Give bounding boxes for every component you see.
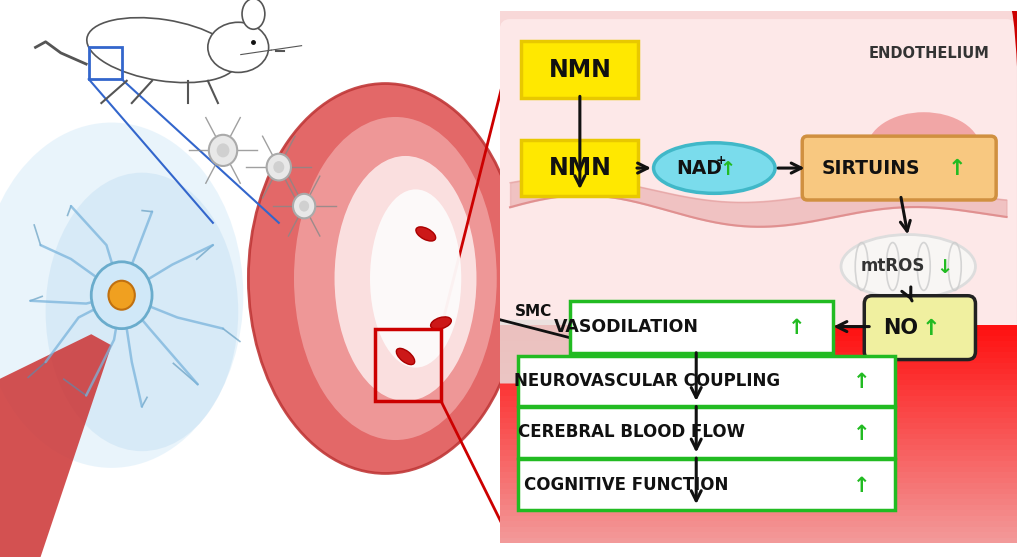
- Ellipse shape: [87, 18, 238, 82]
- FancyBboxPatch shape: [864, 296, 976, 360]
- Bar: [500, 510, 1017, 516]
- Bar: [500, 385, 1017, 390]
- Bar: [500, 521, 1017, 527]
- Bar: [500, 461, 1017, 467]
- Bar: [500, 516, 1017, 521]
- Bar: [500, 456, 1017, 461]
- Ellipse shape: [294, 117, 497, 440]
- Polygon shape: [500, 320, 644, 383]
- Bar: [500, 532, 1017, 538]
- Bar: [500, 336, 1017, 341]
- Bar: [500, 478, 1017, 483]
- Ellipse shape: [46, 173, 239, 451]
- Bar: [500, 451, 1017, 456]
- Bar: [500, 494, 1017, 500]
- Ellipse shape: [416, 227, 435, 241]
- Text: NO: NO: [883, 317, 918, 338]
- Ellipse shape: [208, 22, 268, 72]
- Bar: [500, 488, 1017, 494]
- FancyBboxPatch shape: [521, 41, 638, 98]
- Text: SIRTUINS: SIRTUINS: [821, 159, 921, 178]
- Bar: [500, 527, 1017, 532]
- Bar: [500, 418, 1017, 423]
- Text: ↑: ↑: [719, 160, 735, 179]
- FancyBboxPatch shape: [518, 459, 895, 510]
- Bar: [500, 407, 1017, 412]
- Bar: [500, 538, 1017, 543]
- FancyBboxPatch shape: [484, 0, 1024, 557]
- Ellipse shape: [242, 0, 265, 30]
- Circle shape: [91, 262, 152, 329]
- FancyBboxPatch shape: [802, 136, 996, 200]
- Text: mtROS: mtROS: [860, 257, 925, 276]
- Circle shape: [299, 201, 309, 212]
- Bar: [500, 358, 1017, 363]
- Circle shape: [109, 281, 135, 310]
- FancyBboxPatch shape: [521, 140, 638, 196]
- Ellipse shape: [370, 189, 461, 368]
- Ellipse shape: [431, 317, 452, 329]
- Bar: [500, 505, 1017, 510]
- Bar: [500, 347, 1017, 352]
- Bar: [500, 396, 1017, 401]
- Bar: [500, 412, 1017, 418]
- Text: ↑: ↑: [948, 159, 967, 179]
- Bar: [500, 423, 1017, 428]
- Bar: [500, 379, 1017, 385]
- Ellipse shape: [653, 143, 775, 193]
- Text: NEUROVASCULAR COUPLING: NEUROVASCULAR COUPLING: [514, 372, 780, 390]
- Circle shape: [273, 161, 285, 173]
- Ellipse shape: [249, 84, 522, 473]
- FancyBboxPatch shape: [518, 407, 895, 458]
- Text: NMN: NMN: [549, 156, 611, 180]
- Ellipse shape: [841, 234, 976, 299]
- Bar: [500, 330, 1017, 336]
- Bar: [500, 390, 1017, 396]
- Text: ↑: ↑: [788, 318, 806, 338]
- Bar: [500, 352, 1017, 358]
- Text: +: +: [715, 154, 726, 167]
- Bar: [500, 483, 1017, 488]
- Text: ↓: ↓: [936, 258, 952, 277]
- Text: COGNITIVE FUNCTION: COGNITIVE FUNCTION: [524, 476, 729, 494]
- Bar: [500, 434, 1017, 439]
- Text: SMC: SMC: [515, 304, 552, 319]
- FancyBboxPatch shape: [500, 19, 1017, 341]
- Text: VASODILATION: VASODILATION: [554, 317, 699, 335]
- Bar: [500, 500, 1017, 505]
- Circle shape: [217, 143, 229, 158]
- Text: ↑: ↑: [853, 476, 870, 496]
- Bar: [500, 401, 1017, 407]
- Bar: [500, 341, 1017, 347]
- Ellipse shape: [335, 156, 476, 401]
- FancyBboxPatch shape: [569, 301, 834, 353]
- Bar: [500, 325, 1017, 330]
- Text: ENDOTHELIUM: ENDOTHELIUM: [868, 46, 989, 61]
- Text: ↑: ↑: [923, 319, 941, 339]
- Text: CEREBRAL BLOOD FLOW: CEREBRAL BLOOD FLOW: [518, 423, 745, 442]
- Bar: [500, 428, 1017, 434]
- Circle shape: [293, 194, 315, 218]
- Circle shape: [209, 135, 238, 166]
- Ellipse shape: [0, 123, 244, 468]
- Bar: [500, 445, 1017, 451]
- Text: ↑: ↑: [853, 373, 870, 393]
- Bar: [500, 369, 1017, 374]
- Polygon shape: [0, 334, 112, 557]
- Ellipse shape: [396, 348, 415, 365]
- Circle shape: [266, 154, 291, 180]
- Bar: [500, 374, 1017, 379]
- Ellipse shape: [867, 112, 981, 187]
- Bar: [500, 467, 1017, 472]
- FancyBboxPatch shape: [518, 356, 895, 407]
- Text: NAD: NAD: [676, 159, 722, 178]
- Bar: [500, 439, 1017, 445]
- Text: NMN: NMN: [549, 58, 611, 82]
- Bar: [500, 363, 1017, 369]
- Text: ↑: ↑: [853, 424, 870, 444]
- Bar: [500, 472, 1017, 478]
